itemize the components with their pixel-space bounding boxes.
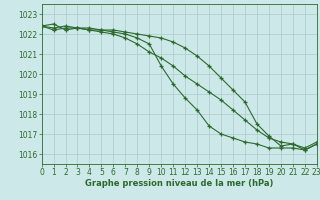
X-axis label: Graphe pression niveau de la mer (hPa): Graphe pression niveau de la mer (hPa) [85, 179, 273, 188]
